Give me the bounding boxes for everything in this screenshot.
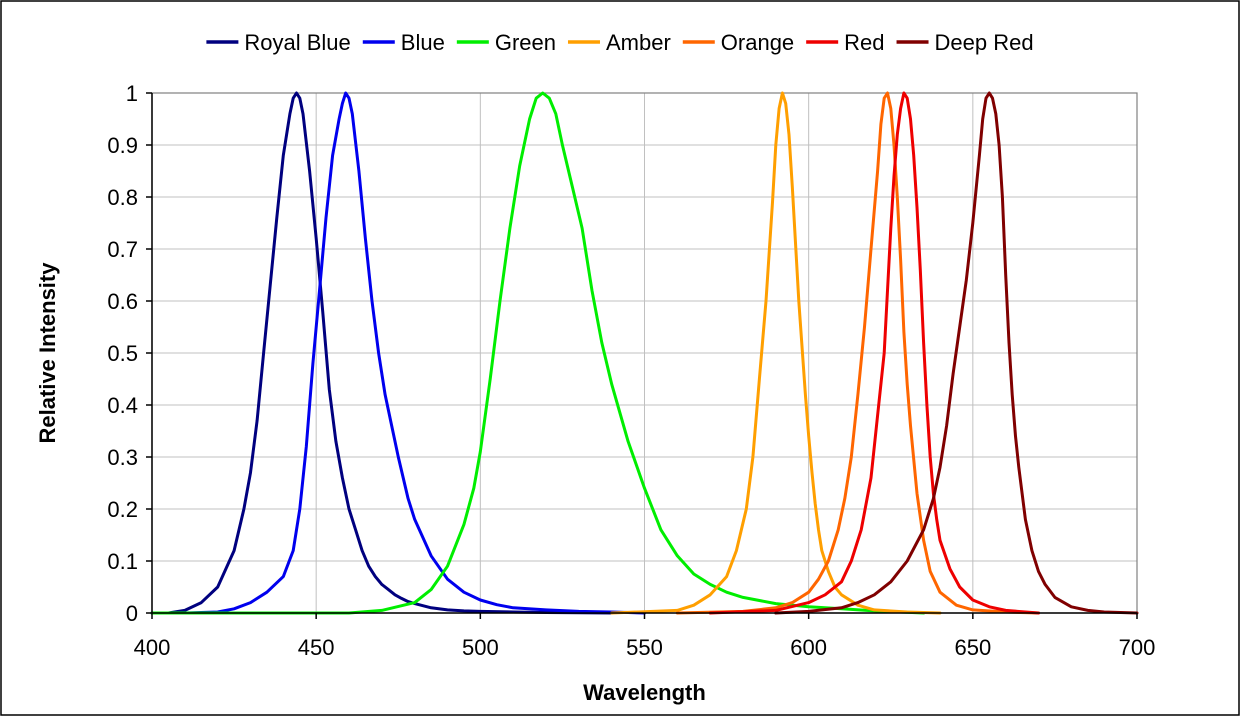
y-tick-label: 0.4: [107, 393, 138, 418]
legend-label: Red: [844, 30, 884, 55]
series-line-blue: [150, 91, 646, 615]
x-tick-label: 400: [134, 635, 171, 660]
x-tick-label: 550: [626, 635, 663, 660]
x-tick-label: 500: [462, 635, 499, 660]
y-tick-label: 0.7: [107, 237, 138, 262]
legend-item-orange: Orange: [682, 30, 794, 55]
series-line-royal-blue: [150, 91, 614, 615]
legend-label: Orange: [721, 30, 794, 55]
legend-label: Amber: [606, 30, 671, 55]
x-tick-label: 450: [298, 635, 335, 660]
legend: Royal Blue Blue Green Amber Orange Red Deep Re…: [206, 30, 1034, 55]
y-tick-label: 0: [126, 601, 138, 626]
legend-label: Royal Blue: [244, 30, 350, 55]
legend-item-green: Green: [456, 30, 556, 55]
y-tick-label: 1: [126, 81, 138, 106]
y-tick-label: 0.1: [107, 549, 138, 574]
y-tick-label: 0.6: [107, 289, 138, 314]
x-axis-title: Wavelength: [583, 680, 706, 705]
y-tick-label: 0.9: [107, 133, 138, 158]
x-tick-label: 650: [954, 635, 991, 660]
axes: 0 0.1 0.2 0.3 0.4 0.5 0.6 0.7 0.8 0.9 1 400 450 500 55…: [107, 81, 1155, 660]
legend-item-royal-blue: Royal Blue: [206, 30, 351, 55]
series-line-red: [708, 91, 1040, 615]
legend-label: Green: [495, 30, 556, 55]
series-line-orange: [675, 91, 1040, 615]
legend-item-deep-red: Deep Red: [896, 30, 1034, 55]
y-tick-label: 0.2: [107, 497, 138, 522]
y-axis-title: Relative Intensity: [35, 262, 60, 444]
x-tick-label: 700: [1119, 635, 1156, 660]
y-tick-label: 0.8: [107, 185, 138, 210]
legend-item-blue: Blue: [362, 30, 445, 55]
series-lines: [150, 91, 1139, 615]
legend-item-red: Red: [806, 30, 885, 55]
series-line-green: [150, 91, 926, 615]
legend-item-amber: Amber: [567, 30, 671, 55]
y-tick-label: 0.5: [107, 341, 138, 366]
x-tick-label: 600: [790, 635, 827, 660]
legend-label: Blue: [401, 30, 445, 55]
series-line-deep-red: [774, 91, 1139, 615]
legend-label: Deep Red: [935, 30, 1034, 55]
y-tick-label: 0.3: [107, 445, 138, 470]
